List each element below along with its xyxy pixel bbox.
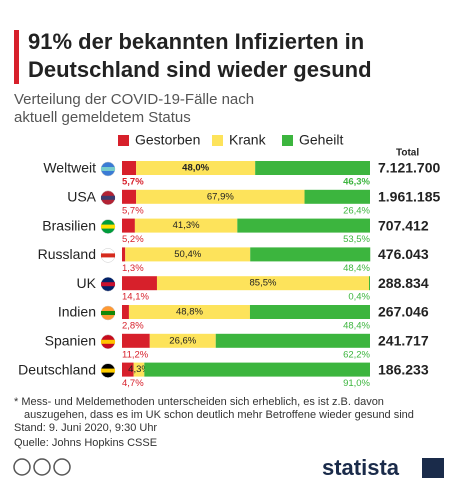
category-label: Weltweit bbox=[43, 160, 96, 176]
bar-segment bbox=[149, 333, 216, 348]
value-label: 5,2% bbox=[122, 234, 144, 245]
legend-swatch bbox=[118, 135, 129, 146]
bar-segment bbox=[122, 247, 126, 262]
total-value: 186.233 bbox=[378, 361, 429, 377]
value-label: 41,3% bbox=[173, 220, 200, 231]
value-label: 5,7% bbox=[122, 177, 144, 188]
legend-label: Gestorben bbox=[135, 132, 200, 148]
footnote: auszugehen, dass es im UK schon deutlich… bbox=[24, 409, 414, 421]
value-label: 48,8% bbox=[176, 307, 203, 318]
value-label: 1,3% bbox=[122, 263, 144, 274]
value-label: 0,4% bbox=[348, 292, 370, 303]
value-label: 48,4% bbox=[343, 263, 370, 274]
bar-segment bbox=[215, 333, 370, 348]
bar-segment bbox=[122, 305, 129, 319]
value-label: 48,4% bbox=[343, 321, 370, 332]
value-label: 91,0% bbox=[343, 378, 370, 389]
chart-title: Deutschland sind wieder gesund bbox=[28, 57, 372, 82]
bar-segment bbox=[237, 218, 370, 233]
value-label: 26,4% bbox=[343, 205, 370, 216]
total-value: 1.961.185 bbox=[378, 189, 440, 205]
bar-segment bbox=[122, 362, 134, 377]
cc-icons bbox=[13, 458, 71, 476]
category-label: UK bbox=[77, 275, 97, 291]
bar-segment bbox=[250, 247, 371, 262]
value-label: 11,2% bbox=[122, 349, 149, 360]
bar-segment bbox=[122, 218, 135, 233]
bar-segment bbox=[122, 333, 150, 348]
subtitle: aktuell gemeldetem Status bbox=[14, 109, 191, 126]
total-value: 241.717 bbox=[378, 333, 429, 349]
total-value: 267.046 bbox=[378, 304, 429, 320]
category-label: Russland bbox=[38, 246, 96, 262]
legend-label: Geheilt bbox=[299, 132, 343, 148]
flag-band bbox=[101, 224, 115, 229]
category-label: Brasilien bbox=[42, 217, 96, 233]
value-label: 48,0% bbox=[182, 163, 209, 174]
flag-band bbox=[101, 167, 115, 171]
value-label: 14,1% bbox=[122, 292, 149, 303]
legend-swatch bbox=[212, 135, 223, 146]
category-label: Indien bbox=[58, 304, 96, 320]
bar-segment bbox=[369, 276, 370, 291]
brand-logo bbox=[422, 458, 444, 478]
flag-band bbox=[101, 195, 115, 200]
footnote: * Mess- und Meldemethoden unterscheiden … bbox=[14, 396, 384, 408]
value-label: 53,5% bbox=[343, 234, 370, 245]
value-label: 4,3% bbox=[128, 364, 150, 375]
legend-label: Krank bbox=[229, 132, 267, 148]
brand: statista bbox=[322, 455, 400, 480]
total-value: 707.412 bbox=[378, 217, 429, 233]
value-label: 67,9% bbox=[207, 191, 234, 202]
value-label: 85,5% bbox=[250, 278, 277, 289]
category-label: Spanien bbox=[45, 333, 96, 349]
value-label: 46,3% bbox=[343, 177, 370, 188]
flag-band bbox=[101, 282, 115, 287]
total-value: 288.834 bbox=[378, 275, 429, 291]
footnote: Stand: 9. Juni 2020, 9:30 Uhr bbox=[14, 422, 157, 434]
bar-segment bbox=[255, 161, 370, 175]
title-accent bbox=[14, 30, 19, 84]
category-label: USA bbox=[67, 189, 96, 205]
bar-segment bbox=[134, 218, 238, 233]
bar-segment bbox=[122, 189, 137, 204]
bar-segment bbox=[156, 276, 370, 291]
bar-segment bbox=[136, 161, 256, 175]
bar-segment bbox=[128, 305, 250, 319]
bar-segment bbox=[249, 305, 370, 319]
bar-segment bbox=[122, 276, 157, 291]
value-label: 2,8% bbox=[122, 321, 144, 332]
value-label: 62,2% bbox=[343, 349, 370, 360]
bar-segment bbox=[133, 362, 145, 377]
total-value: 476.043 bbox=[378, 246, 429, 262]
flag-band bbox=[101, 368, 115, 373]
legend-swatch bbox=[282, 135, 293, 146]
flag-band bbox=[101, 253, 115, 258]
bar-segment bbox=[144, 362, 370, 377]
bar-segment bbox=[304, 189, 370, 204]
footnote: Quelle: Johns Hopkins CSSE bbox=[14, 437, 157, 449]
bar-segment bbox=[136, 189, 305, 204]
total-value: 7.121.700 bbox=[378, 160, 440, 176]
value-label: 50,4% bbox=[174, 249, 201, 260]
bar-segment bbox=[122, 161, 137, 175]
value-label: 5,7% bbox=[122, 205, 144, 216]
value-label: 26,6% bbox=[169, 335, 196, 346]
flag-band bbox=[101, 311, 115, 315]
flag-band bbox=[101, 339, 115, 344]
chart-title: 91% der bekannten Infizierten in bbox=[28, 29, 364, 54]
bar-segment bbox=[125, 247, 251, 262]
subtitle: Verteilung der COVID-19-Fälle nach bbox=[14, 91, 254, 108]
value-label: 4,7% bbox=[122, 378, 144, 389]
category-label: Deutschland bbox=[18, 361, 96, 377]
total-header: Total bbox=[396, 148, 419, 159]
